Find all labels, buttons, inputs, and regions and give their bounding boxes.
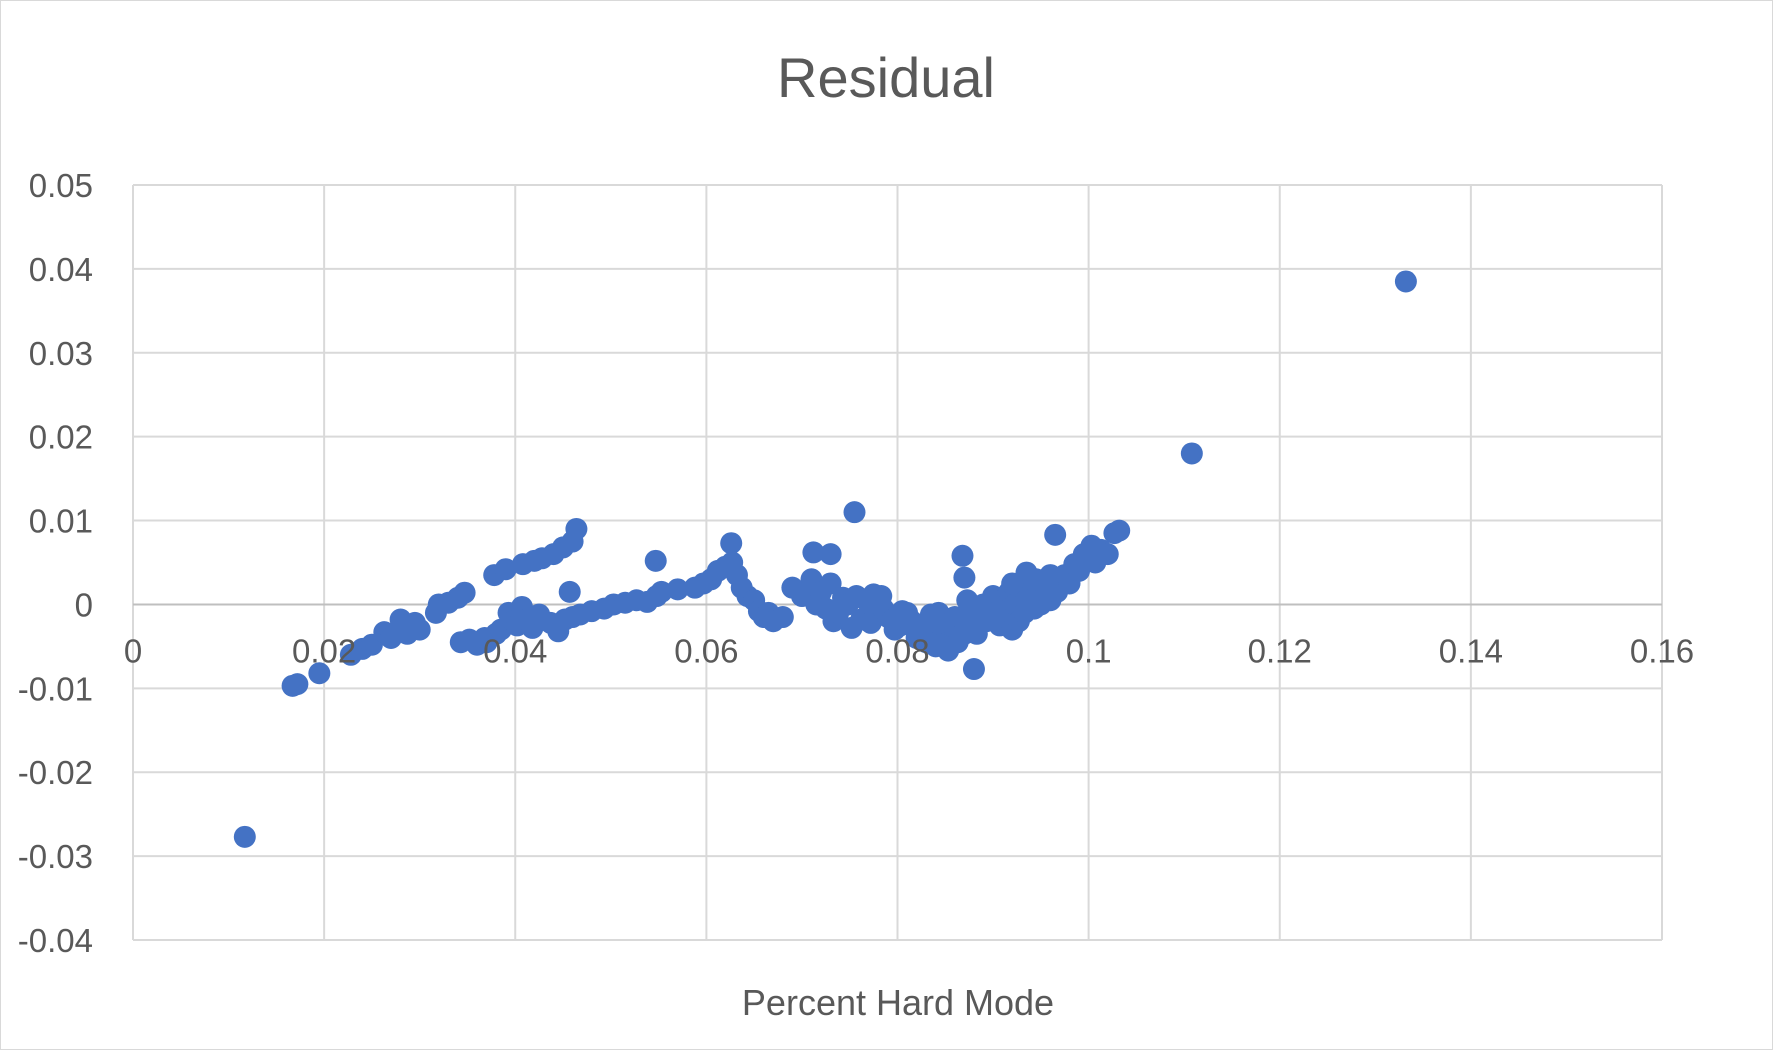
y-tick-label: -0.02 xyxy=(18,754,93,791)
data-point xyxy=(308,662,331,685)
data-point xyxy=(919,603,942,626)
x-tick-label: 0.16 xyxy=(1630,632,1694,669)
data-point xyxy=(720,532,743,555)
x-tick-label: 0.04 xyxy=(483,632,547,669)
y-tick-label: 0.01 xyxy=(29,503,93,540)
x-tick-label: 0.12 xyxy=(1248,632,1312,669)
data-point xyxy=(666,578,689,601)
data-point xyxy=(650,580,673,603)
data-point xyxy=(929,633,952,656)
data-point xyxy=(1044,523,1067,546)
data-points xyxy=(233,270,1417,848)
y-tick-label: 0.04 xyxy=(29,251,93,288)
x-axis-title: Percent Hard Mode xyxy=(742,982,1054,1023)
data-point xyxy=(1063,553,1086,576)
x-tick-label: 0.06 xyxy=(674,632,738,669)
y-axis-tick-labels: -0.04 -0.03 -0.02 -0.01 0 0.01 0.02 0.03 0.04 0.0… xyxy=(18,167,93,959)
data-point xyxy=(951,544,974,567)
data-point xyxy=(565,517,588,540)
data-point xyxy=(389,608,412,631)
data-point xyxy=(494,558,517,581)
y-tick-label: 0.03 xyxy=(29,335,93,372)
x-tick-label: 0.14 xyxy=(1439,632,1503,669)
y-tick-label: -0.03 xyxy=(18,838,93,875)
data-point xyxy=(819,543,842,566)
data-point xyxy=(1080,534,1103,557)
data-point xyxy=(233,825,256,848)
y-tick-label: 0.02 xyxy=(29,419,93,456)
data-point xyxy=(558,580,581,603)
data-point xyxy=(962,658,985,681)
x-axis-tick-labels: 0 0.02 0.04 0.06 0.08 0.1 0.12 0.14 0.16 xyxy=(124,632,1694,669)
x-tick-label: 0 xyxy=(124,632,142,669)
data-point xyxy=(843,501,866,524)
x-tick-label: 0.08 xyxy=(865,632,929,669)
y-tick-label: 0 xyxy=(75,586,93,623)
x-tick-label: 0.02 xyxy=(292,632,356,669)
data-point xyxy=(819,572,842,595)
data-point xyxy=(1096,543,1119,566)
y-tick-label: -0.01 xyxy=(18,670,93,707)
y-tick-label: 0.05 xyxy=(29,167,93,204)
data-point xyxy=(953,566,976,589)
data-point xyxy=(453,581,476,604)
data-point xyxy=(771,606,794,629)
data-point xyxy=(910,622,933,645)
data-point xyxy=(1039,564,1062,587)
chart-title: Residual xyxy=(777,46,995,109)
data-point xyxy=(948,625,971,648)
data-point xyxy=(1394,270,1417,293)
data-point xyxy=(1108,519,1131,542)
y-tick-label: -0.04 xyxy=(18,922,93,959)
data-point xyxy=(802,541,825,564)
data-point xyxy=(1180,442,1203,465)
data-point xyxy=(408,618,431,641)
data-point xyxy=(286,673,309,696)
data-point xyxy=(644,549,667,572)
gridlines xyxy=(132,184,1663,941)
x-tick-label: 0.1 xyxy=(1066,632,1112,669)
